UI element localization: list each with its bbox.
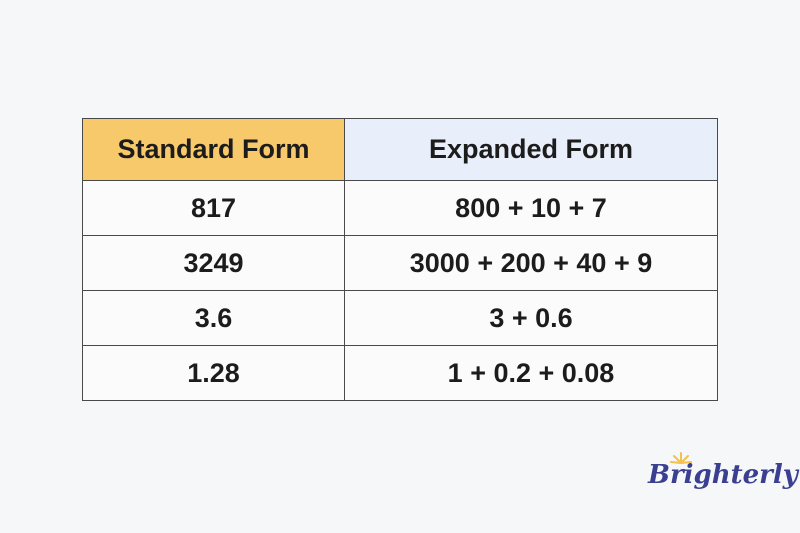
header-standard-form: Standard Form (82, 118, 345, 181)
expanded-cell: 1 + 0.2 + 0.08 (344, 345, 718, 401)
expanded-cell: 3000 + 200 + 40 + 9 (344, 235, 718, 291)
table-row: 817 800 + 10 + 7 (82, 180, 718, 236)
standard-cell: 3249 (82, 235, 345, 291)
expanded-cell: 800 + 10 + 7 (344, 180, 718, 236)
standard-cell: 817 (82, 180, 345, 236)
sun-icon (670, 452, 692, 464)
table-row: 1.28 1 + 0.2 + 0.08 (82, 345, 718, 401)
expanded-cell: 3 + 0.6 (344, 290, 718, 346)
standard-cell: 1.28 (82, 345, 345, 401)
standard-expanded-table: Standard Form Expanded Form 817 800 + 10… (82, 118, 718, 401)
table-row: 3249 3000 + 200 + 40 + 9 (82, 235, 718, 291)
header-expanded-form: Expanded Form (344, 118, 718, 181)
table-header-row: Standard Form Expanded Form (82, 118, 718, 181)
standard-cell: 3.6 (82, 290, 345, 346)
brighterly-logo: Brighterly (648, 460, 798, 490)
table-row: 3.6 3 + 0.6 (82, 290, 718, 346)
